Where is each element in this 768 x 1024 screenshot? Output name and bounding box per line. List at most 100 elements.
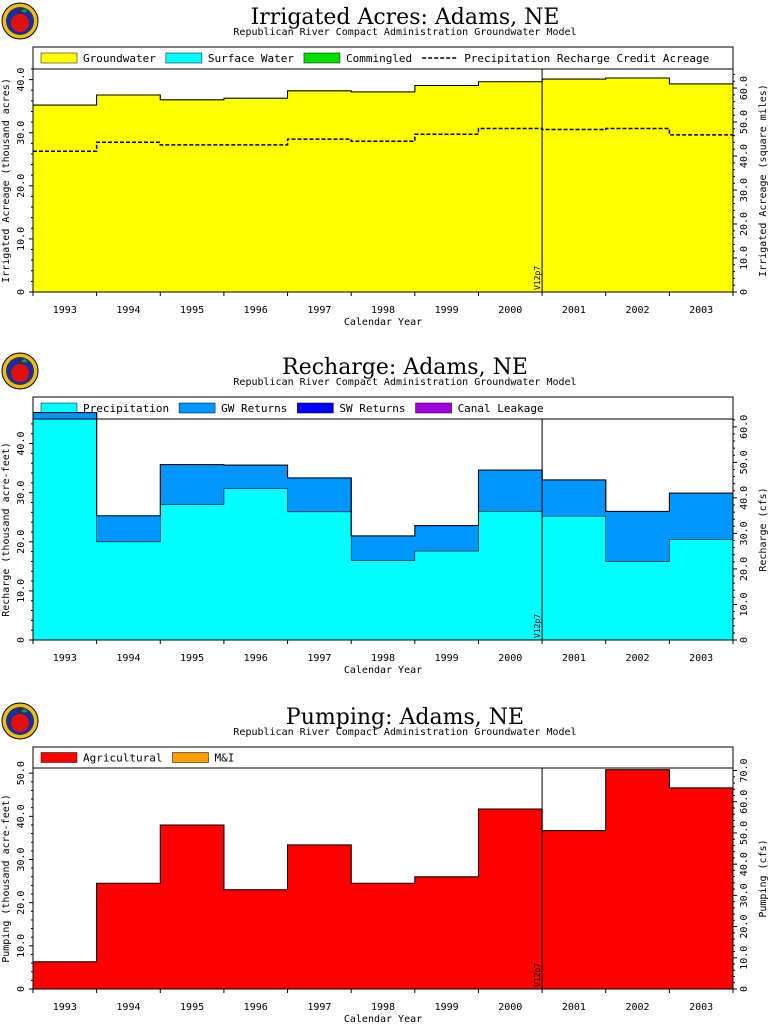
legend-label: M&I (214, 752, 234, 765)
legend-swatch (303, 52, 341, 64)
series-precipitation (33, 419, 734, 640)
x-tick-label: 1993 (53, 305, 77, 316)
x-tick-label: 1997 (307, 653, 331, 664)
x-tick-label: 2003 (689, 653, 713, 664)
area-step (414, 876, 479, 989)
x-axis: 1993 1994 1995 1996 1997 1998 1999 2000 2001 2002… (32, 989, 734, 1013)
x-tick-label: 1994 (116, 1002, 140, 1013)
legend-label: Precipitation Recharge Credit Acreage (464, 52, 709, 65)
y-axis-left: 0 10.0 20.0 30.0 40.0 50.0 (16, 761, 33, 992)
x-tick-label: 1996 (244, 305, 268, 316)
area-step (542, 830, 607, 989)
area-step (478, 809, 543, 989)
legend: Groundwater Surface Water Commingled Precip… (32, 46, 734, 70)
plot-frame (32, 68, 734, 293)
chart-subtitle: Republican River Compact Administration … (233, 727, 576, 738)
y-right-tick-label: 10.0 (739, 592, 750, 616)
x-tick-label: 1996 (244, 653, 268, 664)
y-tick-label: 40.0 (16, 68, 27, 92)
x-tick-label: 1995 (180, 1002, 204, 1013)
legend-swatch (40, 52, 78, 64)
legend-item: Precipitation Recharge Credit Acreage (422, 52, 709, 65)
legend-swatch (178, 402, 216, 414)
series-groundwater (33, 78, 734, 293)
x-tick-label: 1995 (180, 653, 204, 664)
y-axis-right-label: Recharge (cfs) (758, 487, 768, 571)
y-right-tick-label: 0 (739, 637, 750, 643)
plot-area (32, 68, 734, 293)
y-axis-label: Recharge (thousand acre-feet) (1, 442, 12, 617)
area-step (669, 83, 734, 292)
legend-swatch (40, 752, 78, 763)
logo-icon (1, 702, 39, 740)
y-axis-right: 0 10.0 20.0 30.0 40.0 50.0 60.0 70.0 (733, 758, 750, 992)
plot-area (32, 767, 734, 990)
layer-boundary (33, 412, 733, 537)
y-axis-label: Irrigated Acreage (thousand acres) (1, 78, 12, 283)
area-step (223, 98, 289, 292)
legend-item: GW Returns (178, 402, 287, 415)
y-right-tick-label: 20.0 (739, 557, 750, 581)
x-tick-label: 2002 (625, 305, 649, 316)
area-step (160, 99, 225, 293)
x-tick-label: 1999 (435, 305, 459, 316)
legend-item: Canal Leakage (415, 402, 544, 415)
y-right-tick-label: 50.0 (739, 110, 750, 134)
x-tick-label: 1999 (435, 653, 459, 664)
y-right-tick-label: 60.0 (739, 415, 750, 439)
layer-boundary (33, 418, 733, 562)
x-tick-label: 1998 (371, 1002, 395, 1013)
legend-label: Groundwater (83, 52, 156, 65)
x-axis-label: Calendar Year (344, 1014, 422, 1024)
version-marker-label: V12p7 (533, 266, 542, 290)
x-tick-label: 1993 (53, 1002, 77, 1013)
y-right-tick-label: 50.0 (739, 821, 750, 845)
x-tick-label: 2003 (689, 305, 713, 316)
area-step (414, 85, 479, 292)
series-precipitation-recharge-credit-acreage (33, 127, 733, 153)
area-step (542, 516, 607, 640)
y-right-tick-label: 30.0 (739, 883, 750, 907)
y-tick-label: 30.0 (16, 847, 27, 871)
y-tick-label: 40.0 (16, 804, 27, 828)
area-step (223, 488, 289, 640)
legend-item: SW Returns (297, 402, 406, 415)
version-marker-label: V12p7 (533, 614, 542, 638)
legend-label: Surface Water (208, 52, 294, 65)
y-right-tick-label: 40.0 (739, 486, 750, 510)
y-right-tick-label: 40.0 (739, 852, 750, 876)
x-tick-label: 1993 (53, 653, 77, 664)
y-tick-label: 50.0 (16, 761, 27, 785)
x-tick-label: 2000 (498, 653, 522, 664)
x-tick-label: 2000 (498, 305, 522, 316)
y-tick-label: 30.0 (16, 121, 27, 145)
x-tick-label: 2002 (625, 653, 649, 664)
y-axis-right: 0 10.0 20.0 30.0 40.0 50.0 60.0 (733, 415, 750, 643)
x-axis: 1993 1994 1995 1996 1997 1998 1999 2000 2001 2002… (32, 292, 734, 316)
x-axis-label: Calendar Year (344, 665, 422, 676)
area-step (351, 91, 416, 292)
chart-subtitle: Republican River Compact Administration … (233, 377, 576, 388)
y-axis-left: 0 10.0 20.0 30.0 40.0 (16, 68, 33, 295)
x-axis-label: Calendar Year (344, 317, 422, 328)
legend-label: SW Returns (339, 402, 405, 415)
layer-boundary (33, 77, 733, 106)
area-step (96, 541, 161, 640)
area-step (160, 504, 225, 640)
y-axis-label: Pumping (thousand acre-feet) (1, 794, 12, 963)
x-tick-label: 1994 (116, 305, 140, 316)
y-tick-label: 20.0 (16, 174, 27, 198)
x-tick-label: 2001 (562, 653, 586, 664)
area-step (33, 961, 98, 989)
x-tick-label: 1998 (371, 653, 395, 664)
legend-item: Commingled (303, 52, 412, 65)
area-step (605, 769, 670, 989)
area-step (287, 511, 352, 640)
x-axis: 1993 1994 1995 1996 1997 1998 1999 2000 2001 2002… (32, 640, 734, 664)
legend: Precipitation GW Returns SW Returns Canal L… (32, 396, 734, 420)
plot-frame (32, 767, 734, 990)
x-tick-label: 1995 (180, 305, 204, 316)
y-right-tick-label: 20.0 (739, 915, 750, 939)
legend-item: Surface Water (165, 52, 294, 65)
